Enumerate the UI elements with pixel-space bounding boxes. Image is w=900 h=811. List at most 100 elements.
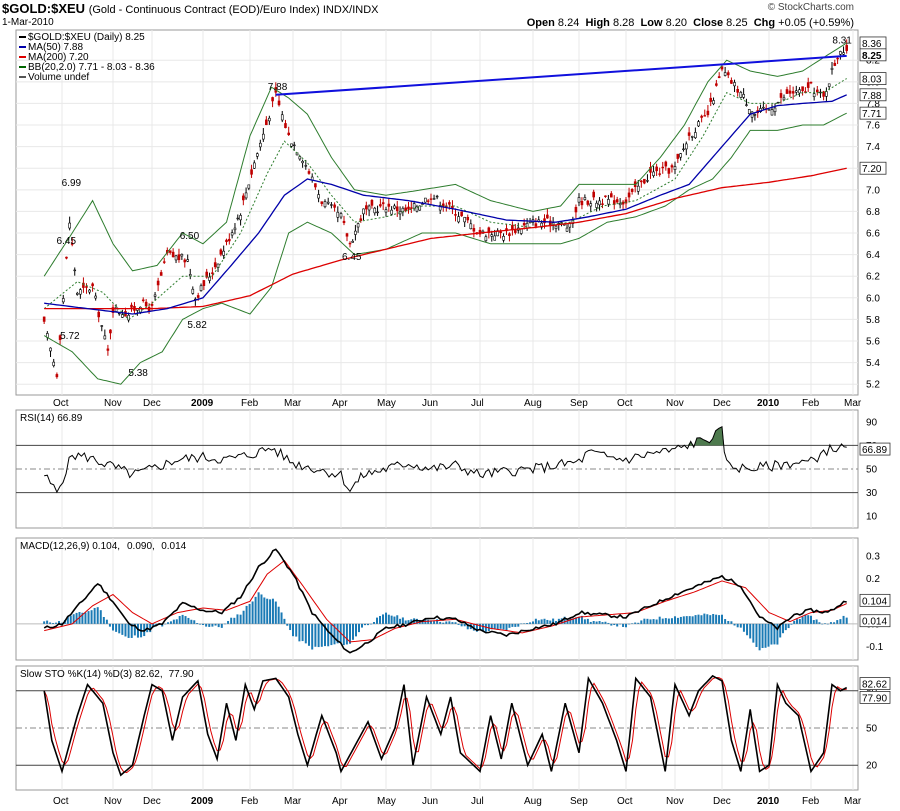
- macd-histogram-bar: [592, 621, 595, 624]
- macd-histogram-bar: [155, 623, 158, 626]
- macd-histogram-bar: [746, 623, 749, 636]
- macd-histogram-bar: [733, 623, 736, 626]
- macd-histogram-bar: [175, 619, 178, 624]
- price-tick-10: 6.2: [866, 272, 880, 283]
- price-candle: [499, 231, 502, 234]
- macd-histogram-bar: [691, 616, 694, 624]
- macd-histogram-bar: [682, 616, 685, 624]
- price-candle: [407, 206, 410, 210]
- rsi-line: [44, 426, 847, 494]
- price-candle: [753, 114, 757, 116]
- macd-histogram-bar: [52, 623, 55, 624]
- price-candle: [762, 106, 765, 109]
- macd-histogram-bar: [124, 623, 127, 637]
- macd-histogram-bar: [115, 623, 118, 632]
- macd-histogram-bar: [526, 622, 529, 624]
- macd-histogram-bar: [90, 610, 93, 624]
- macd-histogram-bar: [454, 622, 457, 624]
- rsi-tick-0: 90: [866, 417, 878, 428]
- price-candle: [424, 197, 427, 203]
- macd-histogram-bar: [127, 623, 130, 638]
- price-candle: [354, 230, 357, 235]
- macd-histogram-bar: [523, 623, 526, 624]
- macd-line: [43, 548, 847, 654]
- price-candle: [836, 57, 839, 60]
- price-candle: [284, 123, 287, 129]
- macd-histogram-bar: [342, 623, 345, 646]
- macd-histogram-bar: [49, 622, 52, 624]
- macd-histogram-bar: [755, 623, 758, 648]
- price-tick-2: 7.8: [866, 99, 880, 110]
- macd-histogram-bar: [196, 623, 199, 624]
- price-candle: [706, 110, 710, 116]
- macd-histogram-bar: [622, 623, 625, 627]
- macd-histogram-bar: [679, 616, 682, 624]
- x-label-top-9: Jul: [471, 398, 484, 409]
- chg-label: Chg: [753, 17, 776, 29]
- macd-histogram-bar: [833, 622, 836, 624]
- price-candle: [70, 243, 74, 245]
- macd-histogram-bar: [161, 623, 164, 627]
- price-candle: [73, 269, 77, 272]
- macd-histogram-bar: [105, 619, 108, 624]
- macd-histogram-bar: [694, 615, 697, 624]
- macd-histogram-bar: [239, 614, 242, 624]
- price-candle: [658, 173, 661, 175]
- price-candle: [177, 254, 181, 261]
- macd-histogram-bar: [709, 615, 712, 624]
- macd-histogram-bar: [601, 622, 604, 624]
- x-label-bottom-13: Nov: [666, 796, 684, 807]
- macd-histogram-bar: [804, 614, 807, 624]
- macd-histogram-bar: [382, 614, 384, 624]
- macd-histogram-bar: [499, 623, 502, 629]
- macd-histogram-bar: [355, 623, 357, 637]
- macd-histogram-bar: [227, 620, 230, 624]
- sto-d-line: [43, 676, 847, 774]
- x-label-top-6: Apr: [332, 398, 348, 409]
- price-candle: [390, 209, 393, 215]
- macd-histogram-bar: [217, 623, 220, 628]
- macd-histogram-bar: [532, 621, 534, 624]
- macd-histogram-bar: [130, 623, 133, 638]
- macd-histogram-bar: [490, 623, 493, 630]
- x-label-bottom-9: Jul: [471, 796, 484, 807]
- macd-histogram-bar: [87, 611, 90, 624]
- macd-histogram-bar: [433, 621, 436, 624]
- macd-histogram-bar: [676, 617, 679, 624]
- macd-histogram-bar: [845, 617, 848, 624]
- macd-histogram-bar: [604, 621, 607, 624]
- price-candle: [709, 97, 713, 102]
- price-candle: [330, 204, 333, 206]
- macd-histogram-bar: [448, 621, 451, 624]
- macd-histogram-bar: [333, 623, 336, 645]
- price-candle: [435, 195, 439, 198]
- price-candle: [196, 295, 200, 298]
- macd-histogram-bar: [700, 615, 703, 624]
- macd-histogram-bar: [613, 623, 616, 626]
- x-label-bottom-1: Nov: [104, 796, 122, 807]
- price-annotation-1: 6.99: [62, 178, 82, 189]
- price-candle: [342, 220, 346, 224]
- price-candle: [183, 259, 187, 263]
- price-tag-3: 7.88: [862, 91, 882, 102]
- macd-histogram-bar: [376, 617, 378, 624]
- macd-histogram-bar: [724, 619, 727, 624]
- price-candle: [568, 223, 572, 228]
- macd-histogram-bar: [586, 618, 589, 624]
- price-candle: [82, 282, 85, 288]
- close-label: Close: [693, 17, 724, 29]
- x-label-bottom-11: Sep: [570, 796, 588, 807]
- macd-histogram-bar: [634, 622, 637, 624]
- macd-histogram-bar: [742, 623, 745, 632]
- macd-histogram-bar: [370, 623, 372, 625]
- price-candle: [845, 45, 849, 51]
- price-candle: [534, 223, 538, 227]
- price-candle: [720, 66, 724, 70]
- x-label-bottom-0: Oct: [53, 796, 69, 807]
- macd-histogram-bar: [697, 614, 700, 624]
- macd-histogram-bar: [172, 619, 175, 624]
- macd-histogram-bar: [220, 623, 223, 628]
- price-candle: [773, 107, 777, 113]
- price-candle: [839, 51, 842, 55]
- macd-histogram-bar: [472, 623, 475, 631]
